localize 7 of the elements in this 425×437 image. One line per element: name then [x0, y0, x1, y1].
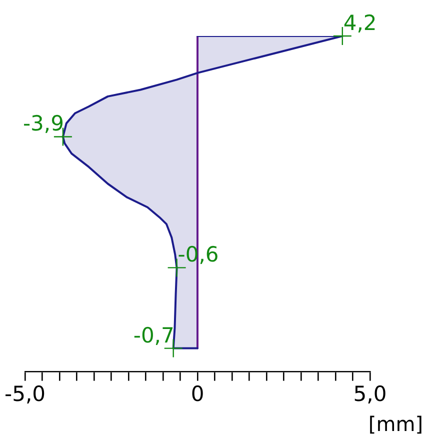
annotation: 4,2	[343, 11, 377, 35]
x-tick-label: 0	[190, 382, 204, 406]
annotation: -0,7	[133, 323, 174, 348]
annotation: -3,9	[22, 112, 64, 136]
x-tick-label: -5,0	[4, 382, 46, 406]
x-tick-label: 5,0	[353, 382, 387, 406]
x-axis-title: [mm]	[368, 412, 423, 436]
